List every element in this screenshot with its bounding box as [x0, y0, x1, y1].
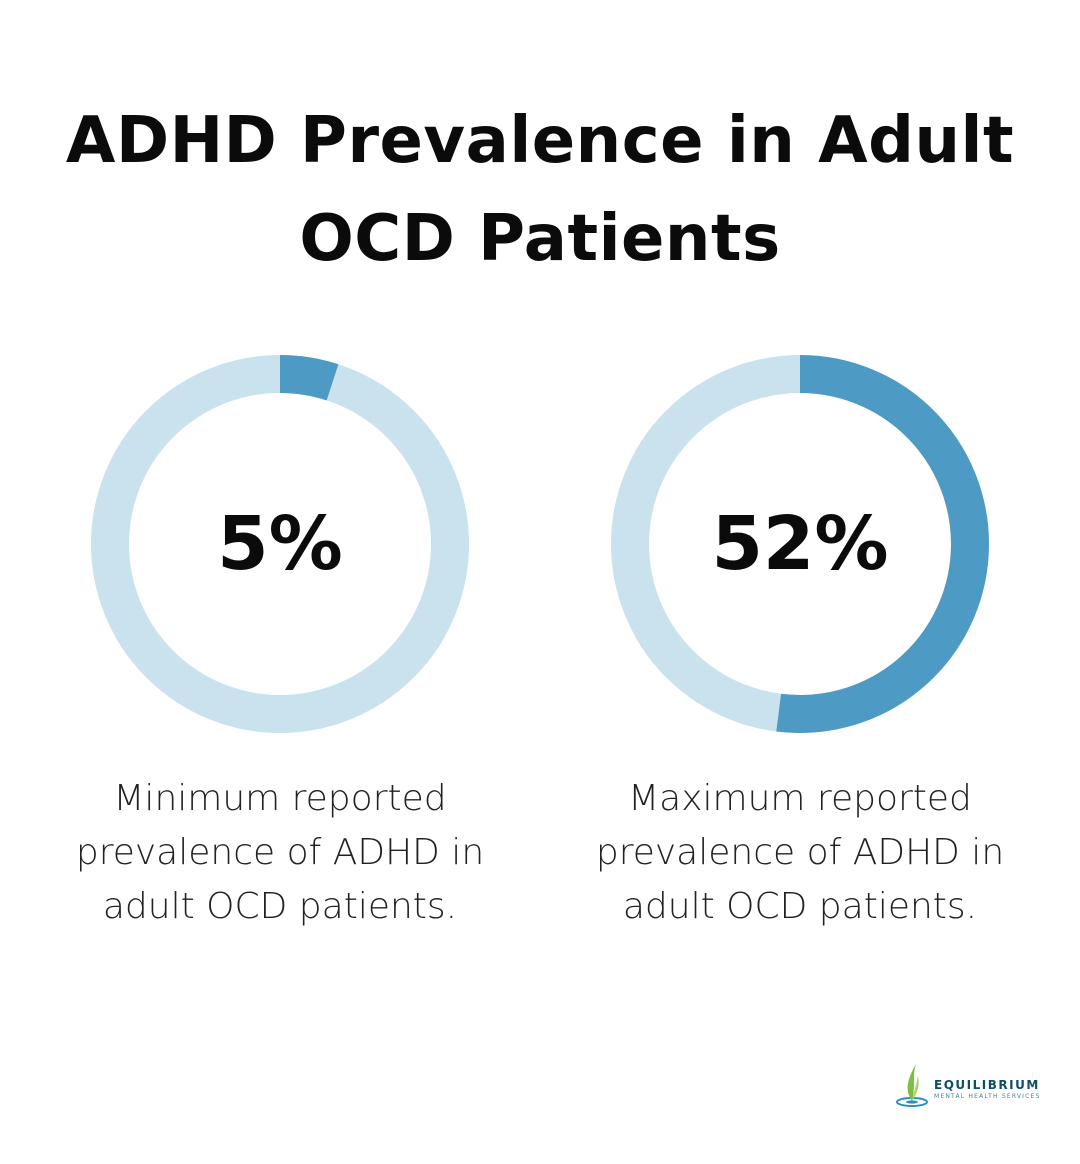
- chart-title: ADHD Prevalence in Adult OCD Patients: [65, 104, 1015, 276]
- leaf-drop-icon: [896, 1064, 928, 1107]
- donut-svg-maximum: [611, 355, 989, 733]
- donut-value-label: 52%: [711, 501, 889, 587]
- caption-minimum: Minimum reported prevalence of ADHD in a…: [75, 778, 485, 927]
- logo-name: EQUILIBRIUM: [934, 1078, 1040, 1092]
- donut-svg-minimum: [91, 355, 469, 733]
- donut-value-label: 5%: [217, 501, 343, 587]
- donut-chart-minimum: 5%: [90, 354, 470, 734]
- caption-maximum: Maximum reported prevalence of ADHD in a…: [595, 778, 1005, 927]
- donut-arc-value: [776, 355, 989, 733]
- donut-chart-maximum: 52%: [610, 354, 990, 734]
- equilibrium-logo: EQUILIBRIUM MENTAL HEALTH SERVICES: [894, 1060, 1044, 1110]
- donut-arc-value: [279, 355, 339, 401]
- logo-tagline: MENTAL HEALTH SERVICES: [934, 1093, 1041, 1100]
